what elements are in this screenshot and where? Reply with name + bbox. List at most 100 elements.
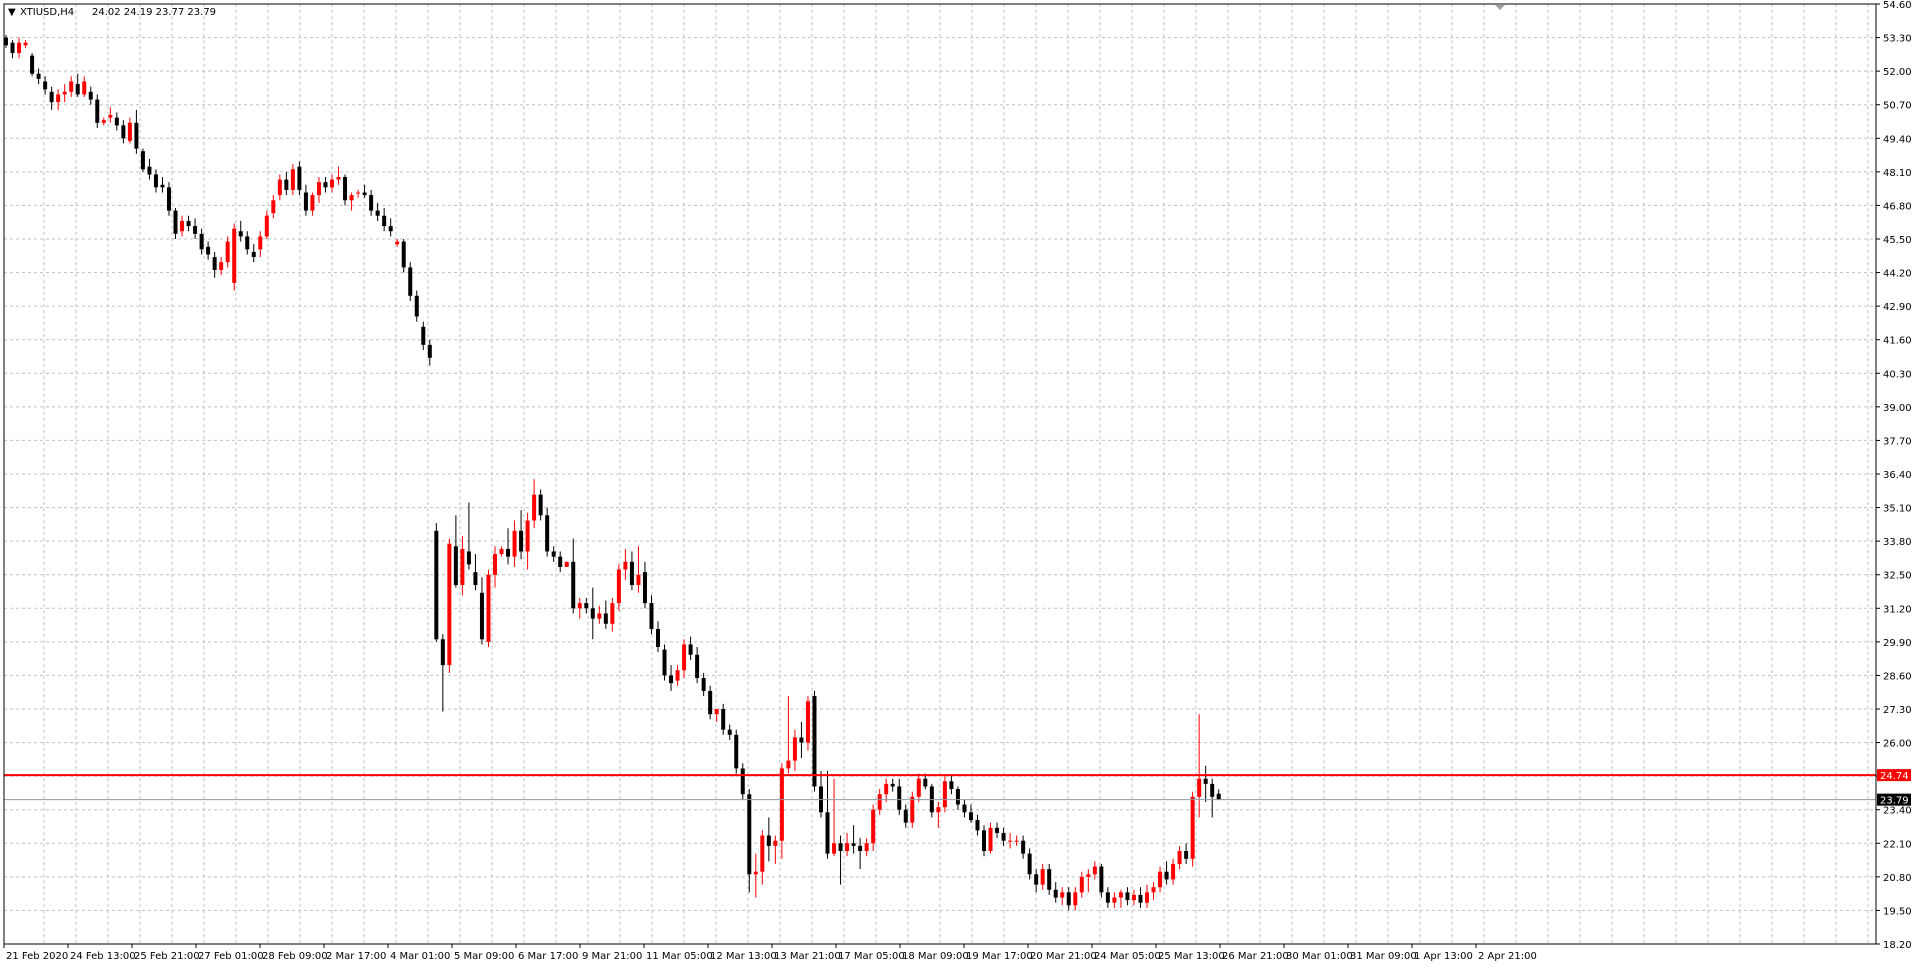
candle-body (297, 166, 302, 190)
candle-body (512, 530, 517, 557)
candle-body (760, 835, 765, 872)
candle-body (519, 530, 524, 552)
candle-body (356, 192, 361, 194)
candle-body (382, 215, 387, 227)
candle-body (75, 84, 80, 95)
candle-body (69, 81, 74, 92)
candle-body (186, 220, 191, 227)
y-tick-label: 45.50 (1883, 235, 1912, 246)
candle-body (955, 789, 960, 805)
y-tick-label: 18.20 (1883, 940, 1912, 951)
candle-body (975, 820, 980, 831)
candle-body (43, 81, 48, 90)
candle-body (675, 670, 680, 681)
candle-body (225, 241, 230, 263)
candle-body (1092, 866, 1097, 875)
candle-body (701, 678, 706, 691)
candle-body (121, 125, 126, 139)
candle-body (447, 543, 452, 666)
candle-body (682, 644, 687, 671)
candle-body (1131, 894, 1136, 901)
candle-body (897, 786, 902, 810)
candle-body (173, 210, 178, 234)
candle-body (1112, 897, 1117, 903)
candle-body (212, 257, 217, 270)
candle-body (56, 94, 61, 103)
candle-body (1021, 840, 1026, 854)
y-tick-label: 48.10 (1883, 168, 1912, 179)
candle-body (232, 228, 237, 283)
candle-body (851, 843, 856, 846)
candle-body (525, 520, 530, 552)
candle-body (805, 701, 810, 743)
y-tick-label: 36.40 (1883, 470, 1912, 481)
candle-body (316, 182, 321, 196)
candle-body (160, 184, 165, 188)
candle-body (23, 42, 28, 46)
candle-body (1105, 892, 1110, 903)
x-tick-label: 6 Mar 17:00 (518, 951, 578, 962)
price-lines-layer (4, 774, 1876, 801)
candle-body (127, 122, 132, 141)
candle-body (629, 561, 634, 586)
candle-body (362, 192, 367, 196)
candle-body (910, 796, 915, 823)
candle-body (1125, 892, 1130, 901)
candle-body (414, 295, 419, 317)
chart-header: ▼ XTIUSD,H4 24.02 24.19 23.77 23.79 (8, 7, 216, 18)
level-price-label: 24.74 (1880, 771, 1909, 782)
price-axis[interactable]: 54.60 53.30 52.00 50.70 49.40 48.10 46.80 45.50… (1876, 0, 1912, 951)
candle-body (251, 251, 256, 258)
candle-body (277, 179, 282, 196)
candle-body (884, 783, 889, 795)
candle-body (968, 812, 973, 821)
candle-body (845, 843, 850, 852)
candle-body (864, 843, 869, 852)
y-tick-label: 35.10 (1883, 504, 1912, 515)
y-tick-label: 37.70 (1883, 436, 1912, 447)
x-tick-label: 18 Mar 09:00 (902, 951, 969, 962)
candle-body (708, 690, 713, 715)
candle-body (1060, 892, 1065, 898)
candle-body (473, 572, 478, 586)
candle-body (499, 548, 504, 555)
y-tick-label: 31.20 (1883, 604, 1912, 615)
x-tick-label: 28 Feb 09:00 (262, 951, 328, 962)
candle-body (962, 804, 967, 813)
candle-body (1034, 874, 1039, 885)
candle-body (1014, 840, 1019, 842)
candle-body (1158, 871, 1163, 888)
y-tick-label: 22.10 (1883, 839, 1912, 850)
candle-body (388, 226, 393, 232)
candle-body (538, 494, 543, 516)
x-tick-label: 13 Mar 21:00 (774, 951, 841, 962)
candle-body (140, 151, 145, 170)
candle-body (753, 871, 758, 875)
candle-body (95, 99, 100, 123)
candle-body (440, 639, 445, 666)
candle-body (264, 215, 269, 237)
x-tick-label: 20 Mar 21:00 (1030, 951, 1097, 962)
candle-body (401, 241, 406, 268)
chart-shift-marker-icon[interactable] (1495, 5, 1505, 10)
chart-symbol-title: XTIUSD,H4 (20, 7, 74, 18)
candle-body (747, 794, 752, 875)
candle-body (727, 729, 732, 735)
candle-body (577, 603, 582, 609)
candle-body (871, 809, 876, 844)
candle-body (310, 195, 315, 211)
x-tick-label: 11 Mar 05:00 (646, 951, 713, 962)
candle-body (49, 91, 54, 103)
candle-body (167, 187, 171, 211)
candle-body (375, 210, 380, 216)
y-tick-label: 23.40 (1883, 806, 1912, 817)
candle-body (17, 42, 22, 54)
candle-body (395, 241, 400, 245)
candle-body (1027, 853, 1032, 875)
candle-body (942, 781, 947, 808)
x-tick-label: 1 Apr 13:00 (1414, 951, 1473, 962)
header-menu-icon[interactable]: ▼ (8, 7, 16, 18)
candle-body (858, 845, 863, 852)
